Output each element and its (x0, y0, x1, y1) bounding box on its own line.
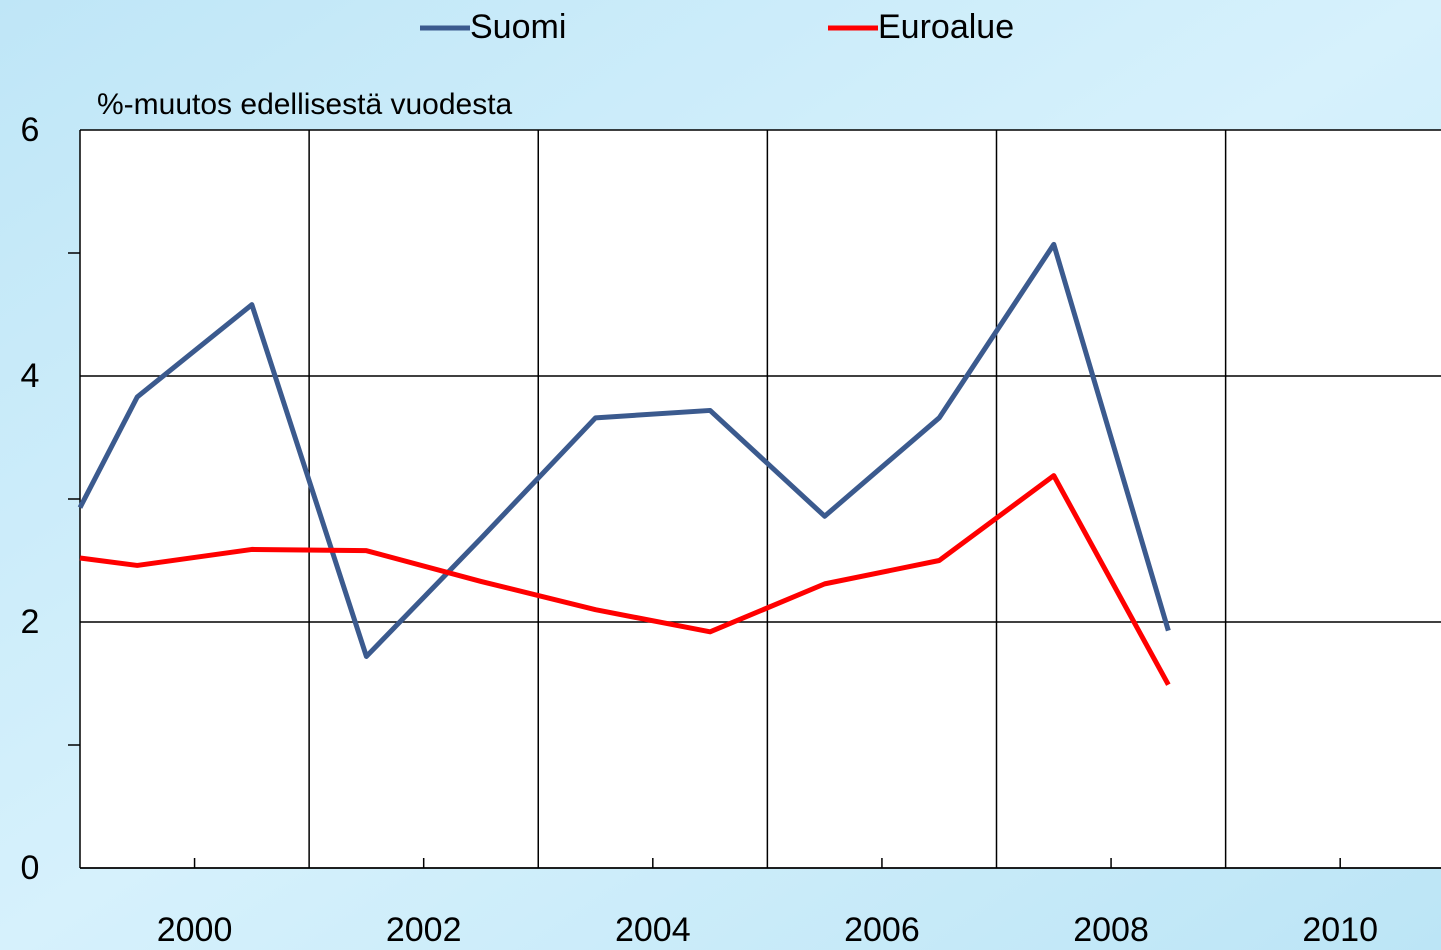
y-axis-label: %-muutos edellisestä vuodesta (97, 88, 513, 121)
legend-label: Euroalue (878, 8, 1014, 46)
x-tick-label: 2006 (844, 911, 920, 949)
y-tick-label: 2 (21, 603, 40, 641)
x-tick-label: 2008 (1073, 911, 1149, 949)
x-tick-label: 2010 (1302, 911, 1378, 949)
series-line (79, 473, 1171, 686)
y-tick-label: 0 (21, 849, 40, 887)
x-tick-label: 2002 (386, 911, 462, 949)
y-tick-label: 6 (21, 111, 40, 149)
legend-label: Suomi (470, 8, 566, 46)
x-tick-label: 2000 (157, 911, 233, 949)
x-tick-label: 2004 (615, 911, 691, 949)
series-line (77, 241, 1171, 659)
y-tick-label: 4 (21, 357, 40, 395)
plot-area (80, 130, 1441, 868)
